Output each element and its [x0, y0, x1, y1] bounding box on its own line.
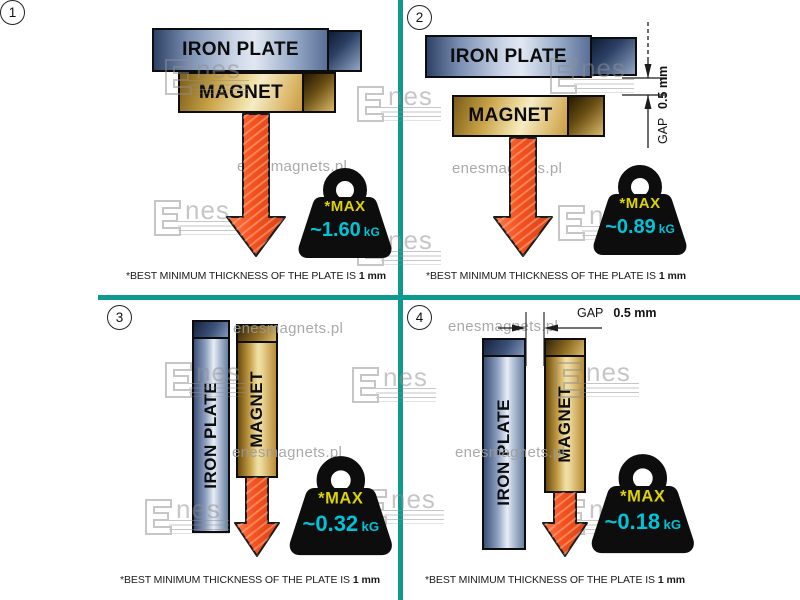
- gap-dimension-text: GAP 0.5 mm: [577, 306, 657, 320]
- magnet-2-side: [567, 95, 605, 137]
- magnet-label: MAGNET: [247, 371, 266, 448]
- enes-logo-watermark: nes: [163, 56, 249, 97]
- iron-plate-label: IRON PLATE: [182, 39, 299, 60]
- magnet-2: MAGNET: [452, 95, 569, 137]
- enes-logo-e-icon: [352, 367, 379, 403]
- iron-plate-2: IRON PLATE: [425, 35, 592, 78]
- panel-4-number: 4: [407, 305, 432, 330]
- weight-icon: *MAX ~1.60 kG: [297, 167, 393, 259]
- max-label: *MAX: [619, 195, 661, 212]
- gap-dimension-vertical: [622, 22, 667, 148]
- kg-unit: kG: [363, 225, 380, 239]
- enes-logo-e-icon: [154, 200, 181, 236]
- enes-logo-e-icon: [558, 205, 585, 241]
- gap-dimension-horizontal: [498, 312, 602, 366]
- weight-icon: *MAX ~0.89 kG: [592, 164, 688, 256]
- pull-arrow-down: [234, 476, 280, 557]
- enes-logo-watermark: nes: [553, 359, 639, 400]
- enes-logo-e-icon: [555, 362, 582, 398]
- kg-unit: kG: [658, 222, 675, 236]
- max-value: ~0.89: [605, 216, 656, 238]
- iron-plate-3: IRON PLATE: [192, 320, 230, 533]
- enes-logo-e-icon: [357, 86, 384, 122]
- pull-arrow-down: [226, 113, 286, 257]
- site-watermark: enesmagnets.pl: [233, 320, 344, 337]
- vertical-divider: [398, 0, 403, 600]
- panel-1-number: 1: [0, 0, 25, 25]
- footnote: *BEST MINIMUM THICKNESS OF THE PLATE IS 1…: [426, 270, 686, 282]
- enes-logo-watermark: nes: [355, 83, 441, 124]
- kg-unit: kG: [361, 518, 380, 535]
- iron-plate-label: IRON PLATE: [450, 45, 567, 67]
- weight-icon: *MAX ~0.32 kG: [288, 455, 394, 556]
- enes-logo-watermark: nes: [355, 227, 441, 268]
- panel-3-number: 3: [107, 305, 132, 330]
- pull-arrow-down: [542, 491, 588, 557]
- enes-logo-e-icon: [165, 362, 192, 398]
- magnet-1-side: [302, 72, 336, 113]
- weight-body: [298, 197, 392, 258]
- weight-icon: *MAX ~0.18 kG: [590, 453, 696, 554]
- iron-plate-2-side: [590, 37, 637, 76]
- footnote: *BEST MINIMUM THICKNESS OF THE PLATE IS 1…: [425, 574, 685, 586]
- max-value: ~0.18: [604, 510, 661, 535]
- max-label: *MAX: [620, 487, 666, 506]
- footnote: *BEST MINIMUM THICKNESS OF THE PLATE IS 1…: [126, 270, 386, 282]
- iron-plate-4: IRON PLATE: [482, 338, 526, 550]
- iron-plate-1-side: [327, 30, 362, 72]
- enes-logo-e-icon: [165, 59, 192, 95]
- iron-plate-1: IRON PLATE: [152, 28, 329, 72]
- max-label: *MAX: [324, 198, 366, 215]
- enes-logo-watermark: nes: [548, 55, 634, 96]
- footnote: *BEST MINIMUM THICKNESS OF THE PLATE IS 1…: [120, 574, 380, 586]
- weight-body: [289, 488, 392, 556]
- enes-logo-watermark: nes: [143, 496, 229, 537]
- iron-plate-4-top: [484, 340, 524, 357]
- weight-body: [593, 194, 687, 255]
- magnet-4-top: [546, 340, 584, 357]
- site-watermark: enesmagnets.pl: [448, 318, 559, 335]
- site-watermark: enesmagnets.pl: [455, 444, 566, 461]
- enes-logo-watermark: nes: [350, 364, 436, 405]
- site-watermark: enesmagnets.pl: [232, 444, 343, 461]
- panel-2-number: 2: [407, 5, 432, 30]
- enes-logo-e-icon: [145, 499, 172, 535]
- iron-plate-3-top: [194, 322, 228, 339]
- max-value: ~1.60: [310, 219, 361, 241]
- enes-logo-e-icon: [550, 58, 577, 94]
- pull-arrow-down: [493, 137, 553, 257]
- enes-logo-watermark: nes: [163, 359, 249, 400]
- magnet-3-top: [238, 326, 276, 343]
- max-value: ~0.32: [302, 512, 359, 537]
- kg-unit: kG: [663, 516, 682, 533]
- enes-logo-watermark: nes: [152, 197, 238, 238]
- enes-logo-watermark: nes: [358, 486, 444, 527]
- horizontal-divider: [98, 295, 800, 300]
- magnet-label: MAGNET: [468, 105, 553, 126]
- max-label: *MAX: [318, 489, 364, 508]
- gap-dimension-text: GAP 0.5 mm: [656, 65, 670, 145]
- weight-body: [591, 486, 694, 554]
- magnet-3: MAGNET: [236, 324, 278, 478]
